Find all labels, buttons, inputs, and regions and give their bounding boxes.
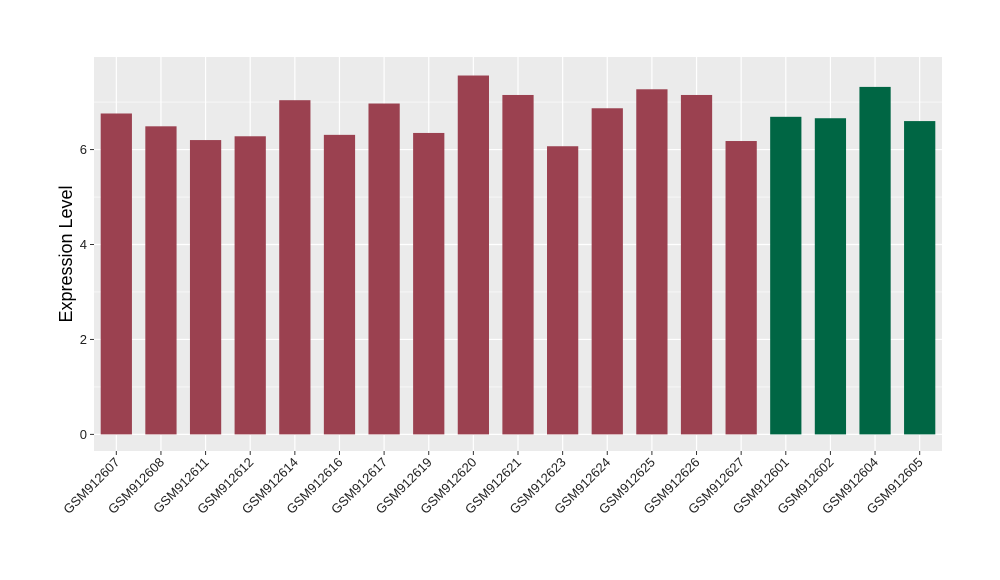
- bar-GSM912612: [234, 136, 266, 435]
- y-tick-label: 4: [80, 237, 87, 252]
- y-tick-label: 6: [80, 142, 87, 157]
- bar-GSM912619: [413, 132, 445, 435]
- bar-GSM912623: [547, 146, 579, 435]
- bar-GSM912624: [591, 108, 623, 435]
- bar-GSM912620: [457, 75, 489, 435]
- bar-GSM912602: [814, 118, 847, 435]
- bar-GSM912617: [368, 103, 400, 435]
- bar-GSM912601: [770, 116, 802, 435]
- y-axis: 0 2 4 6: [80, 142, 94, 442]
- bar-GSM912627: [725, 141, 757, 435]
- bar-GSM912608: [145, 126, 177, 435]
- bar-GSM912611: [189, 140, 222, 435]
- bar-GSM912621: [502, 94, 534, 435]
- bar-GSM912605: [904, 121, 936, 435]
- bar-GSM912616: [323, 134, 356, 435]
- bar-GSM912607: [100, 113, 132, 435]
- bar-GSM912614: [279, 100, 311, 435]
- bars: [100, 75, 936, 435]
- y-axis-title: Expression Level: [56, 185, 76, 322]
- bar-GSM912604: [859, 86, 891, 435]
- y-tick-label: 0: [80, 427, 87, 442]
- bar-GSM912625: [636, 89, 668, 435]
- x-axis: GSM912607GSM912608GSM912611GSM912612GSM9…: [60, 451, 926, 517]
- y-tick-label: 2: [80, 332, 87, 347]
- bar-GSM912626: [680, 94, 713, 435]
